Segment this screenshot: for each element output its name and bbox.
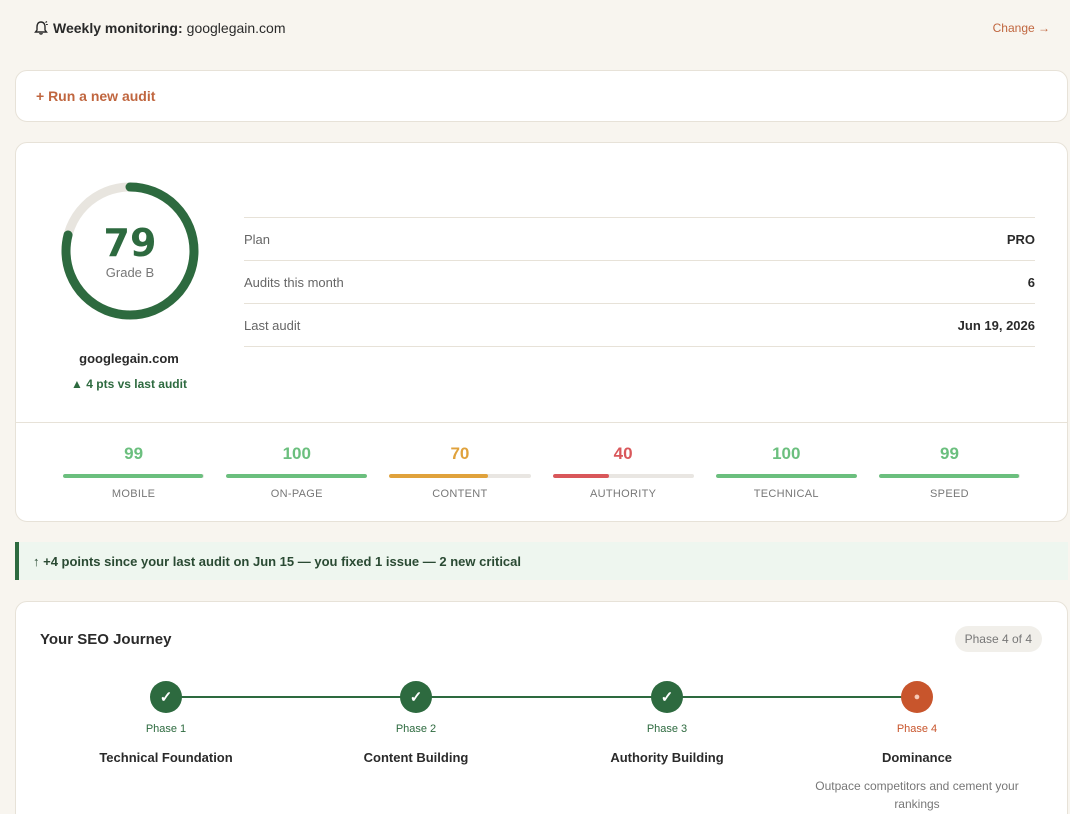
score-card: 79 Grade B googlegain.com ▲ 4 pts vs las…: [15, 142, 1068, 522]
info-value: PRO: [1006, 231, 1035, 247]
audit-info-table: Plan PRO Audits this month 6 Last audit …: [244, 217, 1035, 347]
metric-bar: [878, 474, 1021, 478]
phase-title: Dominance: [881, 750, 953, 765]
phase-badge: Phase 4 of 4: [954, 626, 1042, 652]
metric-technical: 100 TECHNICAL: [705, 423, 868, 521]
journey-title: Your SEO Journey: [40, 631, 172, 648]
score-value: 79: [103, 220, 157, 265]
phase-2: ✓ Phase 2 Content Building: [301, 681, 531, 777]
run-audit-card: + Run a new audit: [15, 70, 1068, 122]
phase-title: Technical Foundation: [99, 750, 233, 765]
info-value: Jun 19, 2026: [957, 317, 1035, 333]
metric-bar-fill: [552, 474, 609, 478]
metric-label: CONTENT: [432, 488, 488, 500]
metric-bar-fill: [226, 474, 368, 478]
phase-number: Phase 2: [395, 723, 437, 735]
run-new-audit-link[interactable]: + Run a new audit: [36, 88, 156, 104]
metric-value: 99: [124, 444, 144, 463]
info-label: Last audit: [244, 317, 301, 333]
phase-description: Outpace competitors and cement your rank…: [815, 779, 1019, 811]
metric-value: 99: [939, 444, 959, 463]
phase-3: ✓ Phase 3 Authority Building: [552, 681, 782, 777]
metric-authority: 40 AUTHORITY: [542, 423, 705, 521]
info-row-audits: Audits this month 6: [244, 261, 1035, 304]
bell-icon: [33, 20, 49, 36]
metric-label: AUTHORITY: [589, 488, 657, 500]
metric-bar: [552, 474, 694, 478]
check-icon: ✓: [150, 681, 182, 713]
change-domain-link[interactable]: Change →: [992, 21, 1050, 35]
metric-bar: [63, 474, 205, 478]
metric-speed: 99 SPEED: [868, 423, 1031, 521]
check-icon: ✓: [651, 681, 683, 713]
phase-number: Phase 1: [145, 723, 187, 735]
info-row-plan: Plan PRO: [244, 218, 1035, 261]
seo-journey-card: Your SEO Journey Phase 4 of 4 ✓ Phase 1 …: [15, 601, 1068, 814]
score-ring-text: 79 Grade B: [58, 179, 202, 323]
info-label: Audits this month: [244, 274, 344, 290]
metric-bar-fill: [389, 474, 489, 478]
monitoring-domain: googlegain.com: [186, 20, 286, 36]
phase-number: Phase 4: [896, 723, 938, 735]
audited-domain: googlegain.com: [79, 351, 179, 366]
phase-4: ● Phase 4 Dominance Outpace competitors …: [802, 681, 1032, 813]
phase-title: Content Building: [363, 750, 469, 765]
timeline-line: [166, 696, 917, 698]
metric-bar-fill: [715, 474, 857, 478]
metric-value: 70: [450, 444, 470, 463]
metric-value: 100: [282, 444, 311, 463]
metric-label: ON-PAGE: [270, 488, 323, 500]
current-dot-icon: ●: [901, 681, 933, 713]
phase-number: Phase 3: [646, 723, 688, 735]
metric-scores: 99 MOBILE 100 ON-PAGE 70 CONTENT 40 AUTH…: [16, 422, 1067, 521]
monitoring-label: Weekly monitoring:: [53, 20, 183, 36]
metric-bar-fill: [63, 474, 203, 478]
info-row-last-audit: Last audit Jun 19, 2026: [244, 304, 1035, 347]
metric-bar: [715, 474, 857, 478]
metric-label: SPEED: [930, 488, 969, 500]
metric-value: 40: [613, 444, 633, 463]
score-ring-progress: [61, 182, 199, 320]
phase-title: Authority Building: [610, 750, 724, 765]
monitoring-bar: Weekly monitoring: googlegain.com Change…: [15, 8, 1068, 48]
phase-1: ✓ Phase 1 Technical Foundation: [51, 681, 281, 777]
info-value: 6: [1027, 274, 1035, 290]
metric-bar-fill: [878, 474, 1019, 478]
metric-mobile: 99 MOBILE: [52, 423, 215, 521]
score-delta: ▲ 4 pts vs last audit: [71, 377, 187, 391]
metric-label: MOBILE: [111, 488, 156, 500]
score-ring: 79 Grade B: [58, 179, 202, 323]
score-grade: Grade B: [105, 264, 155, 280]
progress-notice: ↑ +4 points since your last audit on Jun…: [15, 542, 1068, 580]
metric-bar: [389, 474, 531, 478]
metric-on-page: 100 ON-PAGE: [215, 423, 378, 521]
metric-bar: [226, 474, 368, 478]
check-icon: ✓: [400, 681, 432, 713]
metric-content: 70 CONTENT: [378, 423, 541, 521]
metric-value: 100: [772, 444, 801, 463]
metric-label: TECHNICAL: [753, 488, 819, 500]
monitoring-info: Weekly monitoring: googlegain.com: [33, 20, 286, 36]
info-label: Plan: [244, 231, 271, 247]
